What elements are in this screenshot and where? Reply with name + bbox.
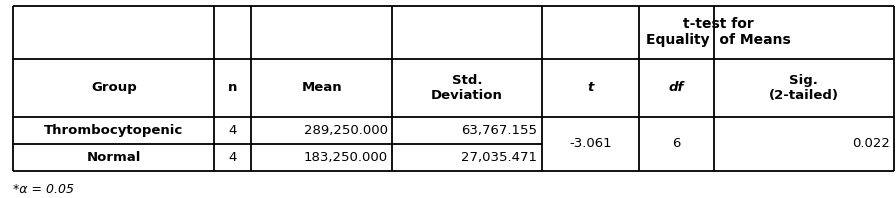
Text: Std.
Deviation: Std. Deviation xyxy=(431,74,503,102)
Text: n: n xyxy=(228,81,237,94)
Text: 4: 4 xyxy=(228,151,237,164)
Text: t-test for
Equality  of Means: t-test for Equality of Means xyxy=(646,17,790,48)
Text: 289,250.000: 289,250.000 xyxy=(304,124,388,137)
Text: Normal: Normal xyxy=(87,151,141,164)
Text: 6: 6 xyxy=(672,137,680,150)
Text: 27,035.471: 27,035.471 xyxy=(461,151,538,164)
Text: Thrombocytopenic: Thrombocytopenic xyxy=(44,124,184,137)
Text: t: t xyxy=(587,81,593,94)
Text: df: df xyxy=(668,81,684,94)
Text: 0.022: 0.022 xyxy=(852,137,890,150)
Text: Sig.
(2-tailed): Sig. (2-tailed) xyxy=(769,74,839,102)
Text: Group: Group xyxy=(91,81,137,94)
Text: 4: 4 xyxy=(228,124,237,137)
Text: -3.061: -3.061 xyxy=(569,137,612,150)
Text: 63,767.155: 63,767.155 xyxy=(461,124,538,137)
Text: Mean: Mean xyxy=(301,81,342,94)
Text: 183,250.000: 183,250.000 xyxy=(304,151,388,164)
Text: *α = 0.05: *α = 0.05 xyxy=(13,183,74,196)
